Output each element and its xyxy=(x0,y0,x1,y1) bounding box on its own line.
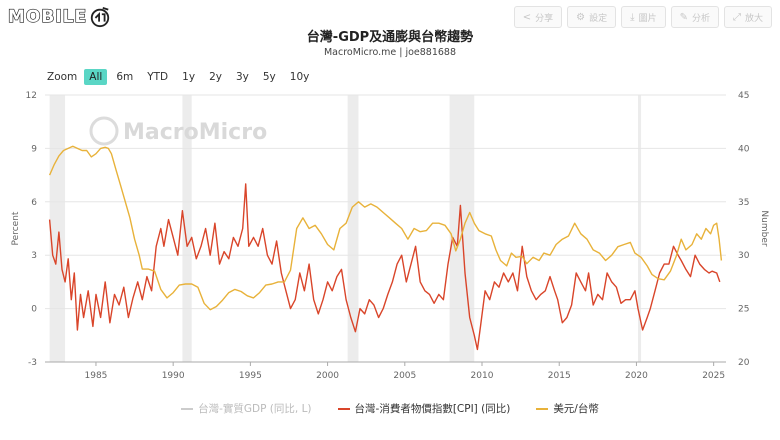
zoom-button-5y[interactable]: 5y xyxy=(262,71,276,83)
x-tick-label: 2010 xyxy=(471,371,494,381)
toolbar-button-label: 放大 xyxy=(744,13,763,24)
share-button[interactable]: < 分享 xyxy=(513,6,563,28)
y-right-axis-title: Number xyxy=(759,210,769,246)
chart-title: 台灣-GDP及通膨與台幣趨勢 xyxy=(306,30,474,45)
y-left-tick-label: 3 xyxy=(31,251,37,261)
recession-band xyxy=(347,95,359,362)
y-left-tick-label: 12 xyxy=(26,91,37,101)
x-tick-label: 1995 xyxy=(239,371,262,381)
x-tick-label: 1990 xyxy=(162,371,185,381)
expand-icon: ⤢ xyxy=(732,11,741,23)
chart-toolbar: < 分享 ⚙ 設定 ⤓ 圖片 ✎ 分析 ⤢ 放大 xyxy=(513,6,772,28)
download-icon: ⤓ xyxy=(630,11,635,23)
macromicro-watermark-icon xyxy=(89,116,119,146)
legend-item-2[interactable]: 美元/台幣 xyxy=(536,401,599,416)
zoom-label: Zoom xyxy=(47,71,78,83)
zoom-selector: Zoom All 6m YTD 1y 2y 3y 5y 10y xyxy=(47,69,314,85)
zoom-button-6m[interactable]: 6m xyxy=(116,71,134,83)
chart-legend: 台灣-實質GDP (同比, L) 台灣-消費者物價指數[CPI] (同比) 美元/台… xyxy=(0,401,780,416)
toolbar-button-label: 設定 xyxy=(589,13,608,24)
y-right-tick-label: 35 xyxy=(738,198,749,208)
y-right-tick-label: 25 xyxy=(738,305,749,315)
watermark-text: MacroMicro xyxy=(123,120,267,145)
y-right-tick-label: 45 xyxy=(738,91,749,101)
y-left-tick-label: -3 xyxy=(28,358,37,368)
x-tick-label: 2015 xyxy=(548,371,571,381)
logo-text: MOBILE xyxy=(7,6,88,27)
gear-icon: ⚙ xyxy=(576,11,586,23)
legend-label: 美元/台幣 xyxy=(553,403,599,415)
download-button[interactable]: ⤓ 圖片 xyxy=(621,6,666,28)
mobile01-logo-icon xyxy=(90,6,110,28)
legend-swatch xyxy=(337,407,350,410)
edit-icon: ✎ xyxy=(679,11,688,23)
y-left-axis-title: Percent xyxy=(11,211,21,245)
y-left-tick-label: 0 xyxy=(31,305,37,315)
recession-band xyxy=(637,95,642,362)
y-left-tick-label: 9 xyxy=(31,144,37,154)
legend-swatch xyxy=(536,407,549,410)
zoom-button-3y[interactable]: 3y xyxy=(235,71,249,83)
series-line-1 xyxy=(48,183,721,351)
toolbar-button-label: 分享 xyxy=(535,13,554,24)
toolbar-button-label: 圖片 xyxy=(638,13,657,24)
recession-band xyxy=(49,95,66,362)
zoom-button-all[interactable]: All xyxy=(84,69,108,85)
logo: MOBILE xyxy=(7,4,111,30)
y-left-tick-label: 6 xyxy=(31,198,37,208)
x-tick-label: 2020 xyxy=(625,371,648,381)
edit-button[interactable]: ✎ 分析 xyxy=(670,6,719,28)
x-tick-label: 1985 xyxy=(85,371,108,381)
zoom-button-ytd[interactable]: YTD xyxy=(147,71,169,83)
x-tick-label: 2005 xyxy=(393,371,416,381)
zoom-button-1y[interactable]: 1y xyxy=(182,71,196,83)
series-line-2 xyxy=(48,145,723,311)
zoom-button-2y[interactable]: 2y xyxy=(209,71,222,83)
share-icon: < xyxy=(522,11,532,23)
y-right-tick-label: 20 xyxy=(738,358,750,368)
gear-button[interactable]: ⚙ 設定 xyxy=(567,6,617,28)
y-right-tick-label: 40 xyxy=(738,144,750,154)
chart-subtitle: MacroMicro.me | joe881688 xyxy=(323,47,457,58)
expand-button[interactable]: ⤢ 放大 xyxy=(723,6,772,28)
legend-swatch xyxy=(181,407,194,410)
recession-band xyxy=(182,95,192,362)
legend-label: 台灣-實質GDP (同比, L) xyxy=(198,403,312,415)
y-right-tick-label: 30 xyxy=(738,251,750,261)
legend-item-1[interactable]: 台灣-消費者物價指數[CPI] (同比) xyxy=(337,401,511,416)
zoom-button-10y[interactable]: 10y xyxy=(289,71,310,83)
toolbar-button-label: 分析 xyxy=(691,13,710,24)
legend-label: 台灣-消費者物價指數[CPI] (同比) xyxy=(354,403,511,415)
legend-item-0[interactable]: 台灣-實質GDP (同比, L) xyxy=(181,401,312,416)
x-tick-label: 2025 xyxy=(702,371,725,381)
x-tick-label: 2000 xyxy=(316,371,339,381)
